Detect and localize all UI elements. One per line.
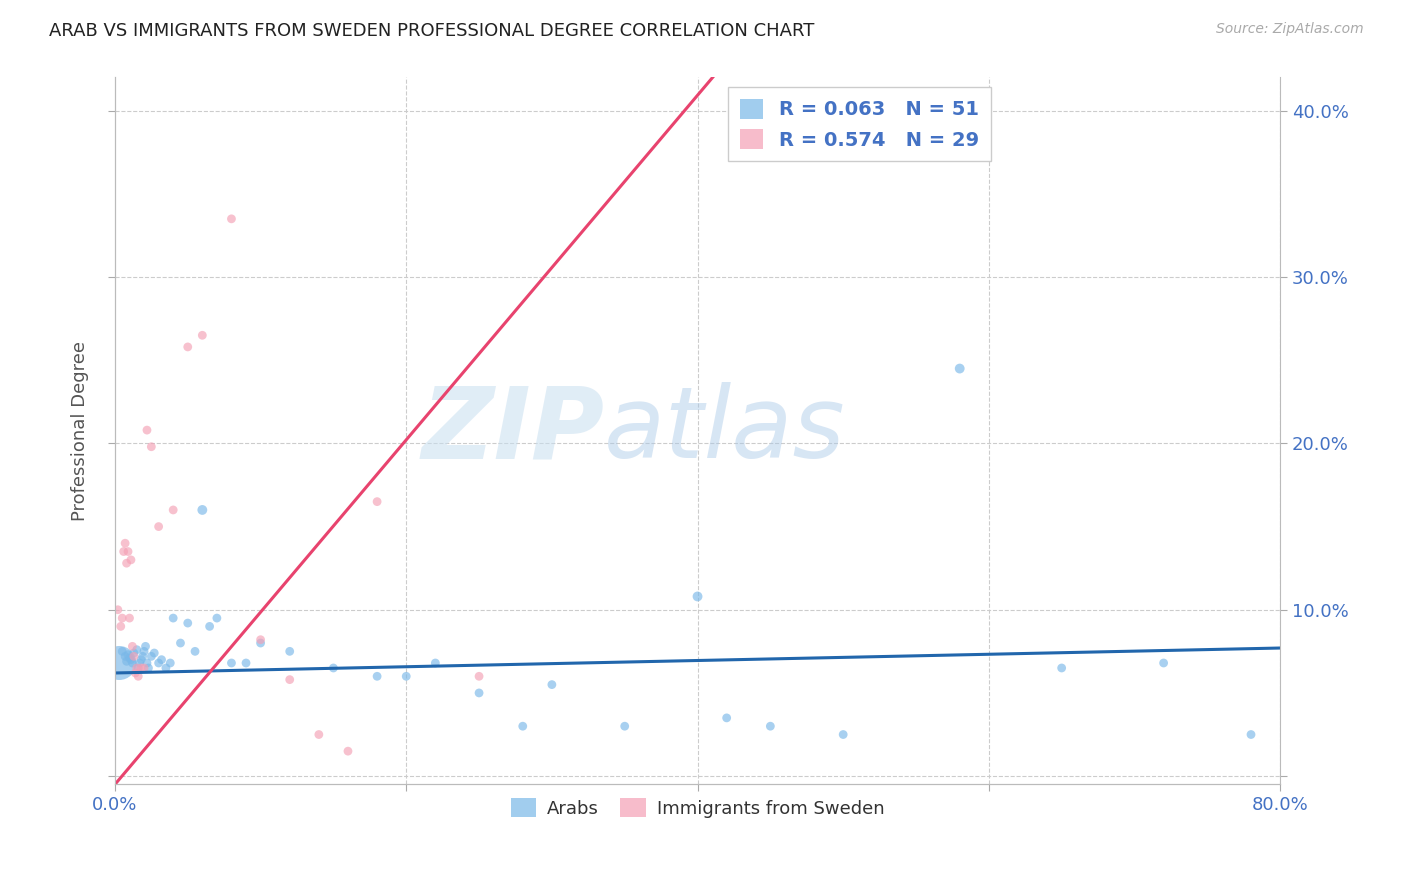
Point (177, 340, 200, 354)
Point (127, 669, 149, 683)
Point (107, 603, 129, 617)
Point (221, 211, 243, 226)
Point (108, 656, 131, 670)
Point (117, 648, 139, 662)
Point (117, 544, 139, 558)
Point (191, 503, 214, 517)
Point (1050, 661, 1073, 675)
Point (541, 678, 564, 692)
Point (162, 503, 184, 517)
Point (716, 711, 738, 725)
Legend: Arabs, Immigrants from Sweden: Arabs, Immigrants from Sweden (503, 791, 891, 825)
Point (110, 619, 132, 633)
Point (120, 553, 142, 567)
Point (468, 669, 491, 683)
Point (132, 644, 155, 658)
Point (132, 661, 155, 675)
Point (198, 619, 221, 633)
Point (512, 719, 534, 733)
Point (118, 651, 141, 665)
Point (308, 727, 330, 741)
Point (150, 653, 173, 667)
Point (111, 611, 134, 625)
Point (249, 632, 271, 647)
Point (148, 656, 170, 670)
Point (143, 646, 166, 660)
Point (114, 536, 136, 550)
Point (111, 644, 134, 658)
Point (141, 440, 163, 454)
Point (128, 656, 150, 670)
Point (129, 653, 152, 667)
Point (336, 744, 359, 758)
Text: ARAB VS IMMIGRANTS FROM SWEDEN PROFESSIONAL DEGREE CORRELATION CHART: ARAB VS IMMIGRANTS FROM SWEDEN PROFESSIO… (49, 22, 814, 40)
Point (148, 519, 170, 533)
Point (120, 653, 142, 667)
Y-axis label: Professional Degree: Professional Degree (72, 341, 89, 521)
Point (278, 673, 301, 687)
Point (191, 328, 214, 343)
Point (124, 665, 146, 680)
Point (169, 636, 191, 650)
Point (235, 656, 257, 670)
Point (114, 649, 136, 664)
Point (162, 611, 184, 625)
Point (155, 661, 177, 675)
Point (121, 640, 143, 654)
Text: Source: ZipAtlas.com: Source: ZipAtlas.com (1216, 22, 1364, 37)
Point (832, 727, 855, 741)
Point (613, 719, 636, 733)
Point (129, 661, 152, 675)
Point (949, 361, 972, 376)
Point (115, 556, 138, 570)
Point (366, 669, 388, 683)
Point (366, 494, 388, 508)
Point (136, 423, 159, 437)
Point (425, 656, 447, 670)
Point (322, 661, 344, 675)
Point (1153, 656, 1175, 670)
Point (468, 686, 491, 700)
Point (121, 656, 143, 670)
Point (759, 719, 782, 733)
Point (686, 590, 709, 604)
Point (159, 656, 181, 670)
Point (118, 611, 141, 625)
Point (138, 661, 160, 675)
Point (115, 654, 138, 668)
Point (122, 649, 145, 664)
Point (1240, 727, 1263, 741)
Point (112, 544, 135, 558)
Point (125, 661, 148, 675)
Point (125, 642, 148, 657)
Point (249, 636, 271, 650)
Text: ZIP: ZIP (422, 383, 605, 479)
Point (135, 640, 157, 654)
Point (221, 656, 243, 670)
Point (131, 649, 153, 664)
Point (136, 656, 159, 670)
Point (127, 661, 149, 675)
Point (395, 669, 418, 683)
Text: atlas: atlas (605, 383, 846, 479)
Point (177, 616, 200, 631)
Point (184, 644, 207, 658)
Point (278, 644, 301, 658)
Point (205, 611, 228, 625)
Point (141, 649, 163, 664)
Point (122, 646, 145, 660)
